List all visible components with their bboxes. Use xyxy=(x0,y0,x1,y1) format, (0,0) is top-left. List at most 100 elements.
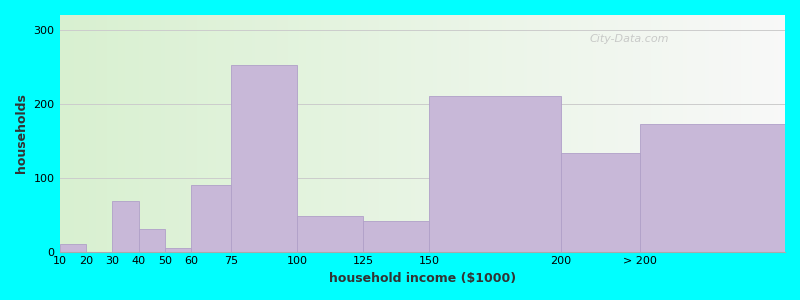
Bar xyxy=(513,15,518,252)
Bar xyxy=(462,15,467,252)
Bar xyxy=(266,15,271,252)
Bar xyxy=(350,15,354,252)
Bar xyxy=(361,15,366,252)
Bar xyxy=(205,15,210,252)
Bar xyxy=(749,15,754,252)
Bar xyxy=(506,15,510,252)
Bar xyxy=(574,15,579,252)
Bar xyxy=(448,15,453,252)
Bar xyxy=(491,15,496,252)
Bar xyxy=(430,15,434,252)
Bar xyxy=(59,15,65,252)
Bar xyxy=(767,15,772,252)
Bar xyxy=(687,15,692,252)
Bar xyxy=(589,15,594,252)
Bar xyxy=(611,15,616,252)
Bar xyxy=(669,15,674,252)
Bar xyxy=(626,15,630,252)
Bar xyxy=(774,15,779,252)
Bar xyxy=(215,15,221,252)
Bar xyxy=(231,65,297,252)
Bar xyxy=(342,15,347,252)
Bar xyxy=(534,15,540,252)
Bar xyxy=(194,15,198,252)
Bar xyxy=(676,15,681,252)
Bar xyxy=(498,15,503,252)
Bar xyxy=(698,15,703,252)
Bar xyxy=(363,220,429,252)
Bar xyxy=(745,15,750,252)
Bar xyxy=(186,15,191,252)
Bar xyxy=(408,15,413,252)
Bar xyxy=(168,15,174,252)
Bar xyxy=(433,15,438,252)
Bar xyxy=(636,15,642,252)
Bar xyxy=(364,15,369,252)
Bar xyxy=(716,15,721,252)
Bar xyxy=(709,15,714,252)
Bar xyxy=(690,15,696,252)
Bar xyxy=(198,15,202,252)
Bar xyxy=(154,15,158,252)
Bar xyxy=(183,15,188,252)
Bar xyxy=(763,15,768,252)
Bar xyxy=(378,15,384,252)
Bar xyxy=(357,15,362,252)
Bar xyxy=(375,15,380,252)
Bar xyxy=(103,15,108,252)
Bar xyxy=(411,15,416,252)
Bar xyxy=(458,15,463,252)
Bar xyxy=(226,15,231,252)
Bar xyxy=(680,15,685,252)
Bar xyxy=(285,15,290,252)
Bar xyxy=(720,15,725,252)
Bar xyxy=(310,15,314,252)
Bar xyxy=(604,15,609,252)
Bar xyxy=(208,15,214,252)
Bar xyxy=(335,15,340,252)
Bar xyxy=(401,15,406,252)
Bar xyxy=(96,15,101,252)
Bar xyxy=(770,15,775,252)
Bar xyxy=(662,15,666,252)
Bar xyxy=(158,15,162,252)
Bar xyxy=(600,15,605,252)
Bar xyxy=(756,15,761,252)
Bar xyxy=(593,15,598,252)
Bar xyxy=(647,15,652,252)
Bar xyxy=(59,244,86,252)
Bar xyxy=(752,15,758,252)
Bar xyxy=(219,15,224,252)
Bar xyxy=(165,248,191,252)
Bar xyxy=(331,15,337,252)
Bar xyxy=(738,15,742,252)
Bar xyxy=(397,15,402,252)
Bar xyxy=(122,15,126,252)
Bar xyxy=(139,15,144,252)
Bar xyxy=(444,15,449,252)
Bar xyxy=(426,15,431,252)
Bar xyxy=(191,185,231,252)
Bar xyxy=(132,15,137,252)
Bar xyxy=(274,15,278,252)
Bar xyxy=(297,216,363,252)
Bar xyxy=(110,15,115,252)
Bar xyxy=(255,15,260,252)
Bar xyxy=(553,15,558,252)
Bar xyxy=(230,15,235,252)
Bar xyxy=(306,15,311,252)
Bar xyxy=(564,15,569,252)
Bar xyxy=(557,15,562,252)
Bar xyxy=(607,15,612,252)
Bar xyxy=(106,15,112,252)
Bar xyxy=(520,15,525,252)
Bar xyxy=(165,15,170,252)
Bar xyxy=(354,15,358,252)
Bar xyxy=(640,124,785,252)
Bar xyxy=(694,15,699,252)
Bar xyxy=(495,15,500,252)
Bar xyxy=(542,15,547,252)
Bar xyxy=(618,15,623,252)
Bar xyxy=(760,15,765,252)
Bar xyxy=(531,15,536,252)
